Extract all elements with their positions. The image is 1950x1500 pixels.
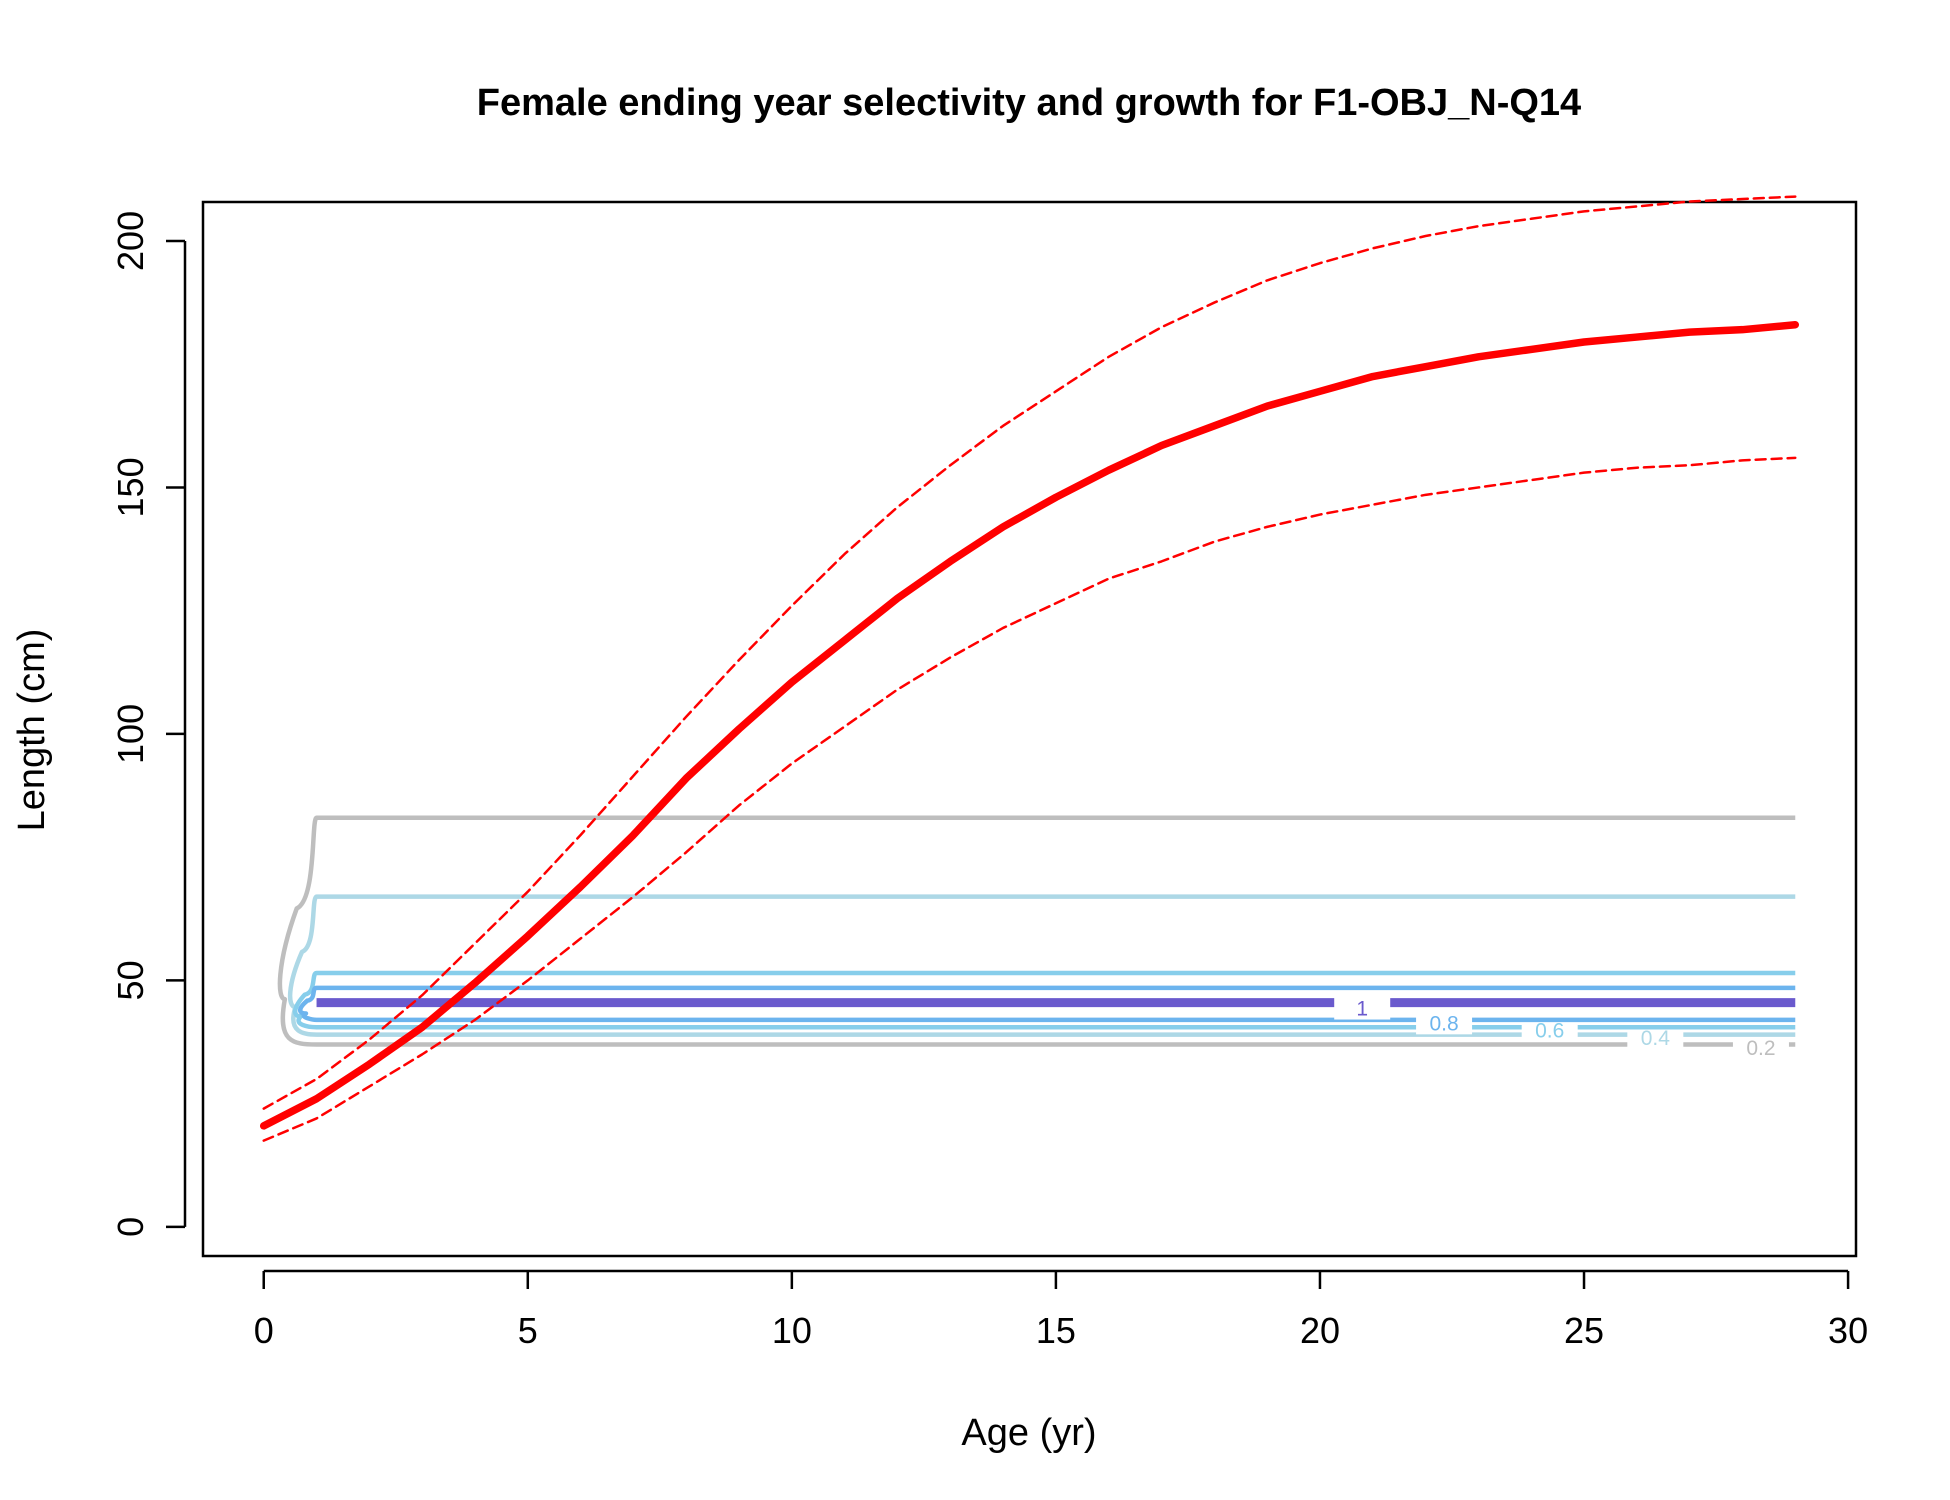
selectivity-contours: 0.2 0.4 0.6 0.8 1 [277,815,1796,1060]
contour-label: 0.6 [1535,1020,1564,1043]
selectivity-contour [297,985,1796,1023]
y-tick-label: 50 [110,960,151,1000]
growth-interval-line [262,195,1797,1110]
x-tick-label: 5 [518,1310,538,1351]
contour-label: 0.4 [1641,1027,1671,1050]
y-axis-label: Length (cm) [11,629,53,832]
contour-label-backing [1416,1008,1473,1035]
x-tick-label: 20 [1300,1310,1340,1351]
contour-label-backing [1732,1032,1789,1059]
y-tick-label: 200 [110,211,151,271]
x-tick-label: 10 [772,1310,812,1351]
contour-label: 0.2 [1746,1037,1775,1060]
x-axis-label: Age (yr) [961,1412,1096,1454]
growth-curves [259,195,1800,1142]
x-tick-label: 15 [1036,1310,1076,1351]
growth-mean-line [259,321,1800,1130]
x-tick-label: 0 [254,1310,274,1351]
x-tick-label: 30 [1828,1310,1868,1351]
selectivity-contour [287,894,1796,1037]
selectivity-contour [293,970,1796,1030]
y-tick-label: 100 [110,704,151,764]
plot-frame [201,200,1858,1258]
x-axis: 0 5 10 15 20 25 30 [254,1269,1868,1351]
x-tick-label: 25 [1564,1310,1604,1351]
plot-area: 0.2 0.4 0.6 0.8 1 [201,195,1858,1258]
growth-interval-line [262,456,1797,1142]
y-tick-label: 0 [110,1217,151,1237]
contour-label: 1 [1356,998,1368,1021]
contour-label: 0.8 [1429,1012,1458,1035]
selectivity-contour [277,815,1796,1047]
contour-label-backing [1334,993,1391,1020]
y-axis: 0 50 100 150 200 [110,211,187,1237]
y-tick-label: 150 [110,457,151,517]
chart-title: Female ending year selectivity and growt… [477,82,1581,124]
